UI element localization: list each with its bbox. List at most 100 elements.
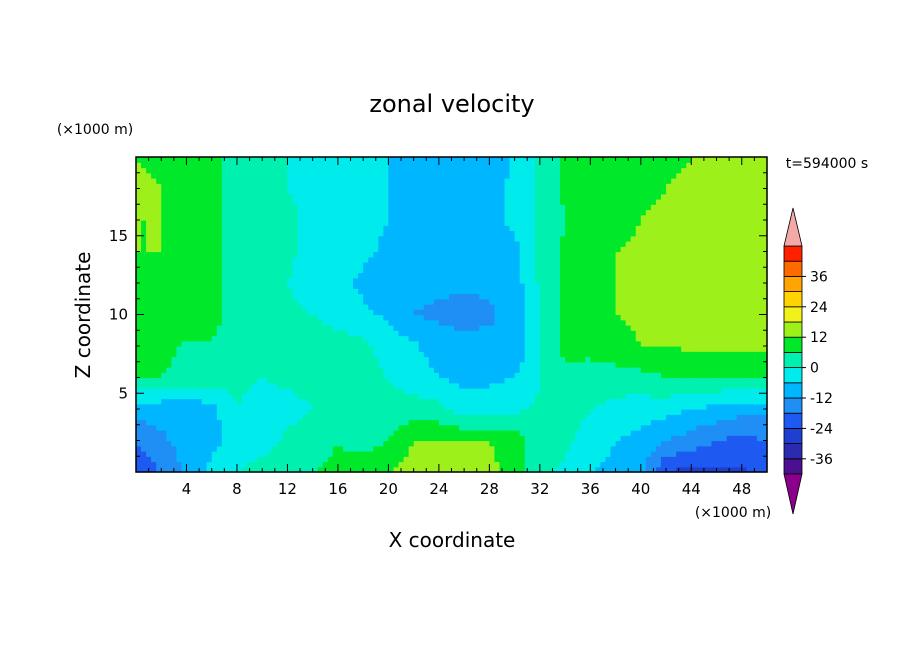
contour-cell (660, 346, 667, 352)
contour-cell (741, 388, 748, 394)
contour-cell (317, 461, 324, 468)
contour-cell (423, 277, 430, 284)
contour-cell (514, 414, 521, 421)
contour-cell (519, 277, 526, 284)
contour-cell (751, 388, 758, 394)
contour-cell (595, 272, 602, 279)
contour-cell (423, 382, 430, 389)
contour-cell (181, 393, 188, 400)
contour-cell (494, 351, 501, 358)
contour-cell (509, 456, 516, 463)
contour-cell (655, 304, 662, 310)
contour-cell (368, 445, 374, 452)
contour-cell (570, 372, 576, 379)
contour-cell (236, 267, 243, 274)
contour-cell (489, 466, 496, 473)
contour-cell (660, 367, 667, 373)
contour-cell (620, 424, 627, 431)
contour-cell (277, 283, 283, 289)
contour-cell (257, 314, 263, 321)
contour-cell (666, 382, 672, 389)
contour-cell (282, 283, 289, 289)
contour-cell (650, 398, 657, 405)
contour-cell (736, 414, 743, 421)
contour-cell (701, 403, 708, 410)
contour-cell (327, 419, 334, 426)
contour-cell (287, 435, 294, 442)
contour-cell (312, 382, 319, 389)
contour-cell (368, 267, 374, 274)
contour-cell (267, 403, 273, 410)
contour-cell (514, 393, 521, 400)
contour-cell (469, 319, 475, 326)
contour-cell (575, 403, 581, 410)
contour-cell (348, 445, 354, 452)
contour-cell (474, 377, 480, 384)
contour-cell (726, 314, 733, 321)
contour-cell (605, 456, 612, 463)
contour-cell (504, 277, 511, 284)
contour-cell (544, 440, 551, 447)
contour-cell (186, 435, 193, 442)
contour-cell (438, 456, 445, 463)
contour-cell (146, 262, 152, 268)
contour-cell (236, 461, 243, 468)
contour-cell (312, 424, 319, 431)
contour-cell (671, 277, 677, 284)
contour-cell (156, 272, 162, 279)
contour-cell (524, 288, 531, 295)
contour-cell (282, 309, 289, 316)
contour-cell (560, 272, 566, 279)
contour-cell (595, 267, 602, 274)
contour-cell (297, 325, 304, 331)
contour-cell (716, 288, 723, 295)
contour-cell (549, 451, 556, 457)
contour-cell (211, 409, 218, 415)
contour-cell (681, 340, 687, 347)
contour-cell (327, 451, 334, 457)
contour-cell (484, 440, 490, 447)
contour-cell (327, 277, 334, 284)
contour-cell (221, 430, 228, 436)
contour-cell (438, 445, 445, 452)
contour-cell (605, 409, 612, 415)
contour-cell (741, 372, 748, 379)
contour-cell (332, 367, 339, 373)
contour-cell (141, 419, 147, 426)
contour-cell (731, 377, 738, 384)
contour-cell (262, 346, 268, 352)
contour-cell (206, 319, 213, 326)
contour-cell (666, 393, 672, 400)
contour-cell (514, 409, 521, 415)
contour-cell (413, 372, 420, 379)
contour-cell (186, 377, 193, 384)
contour-cell (448, 435, 455, 442)
contour-cell (701, 340, 708, 347)
contour-cell (514, 451, 521, 457)
contour-cell (565, 461, 571, 468)
contour-cell (580, 451, 586, 457)
contour-cell (686, 351, 692, 358)
contour-cell (524, 414, 531, 421)
contour-cell (655, 451, 662, 457)
contour-cell (741, 319, 748, 326)
contour-cell (373, 419, 379, 426)
contour-cell (181, 424, 188, 431)
contour-cell (529, 298, 536, 305)
contour-cell (448, 272, 455, 279)
contour-cell (332, 272, 339, 279)
contour-cell (262, 424, 268, 431)
contour-cell (312, 277, 319, 284)
contour-cell (196, 272, 203, 279)
contour-cell (645, 267, 652, 274)
contour-cell (736, 335, 743, 342)
contour-cell (610, 293, 617, 300)
contour-cell (292, 409, 299, 415)
contour-cell (292, 398, 299, 405)
contour-cell (741, 325, 748, 331)
contour-cell (206, 293, 213, 300)
contour-cell (302, 424, 309, 431)
contour-cell (282, 346, 289, 352)
contour-cell (756, 382, 763, 389)
contour-cell (726, 346, 733, 352)
